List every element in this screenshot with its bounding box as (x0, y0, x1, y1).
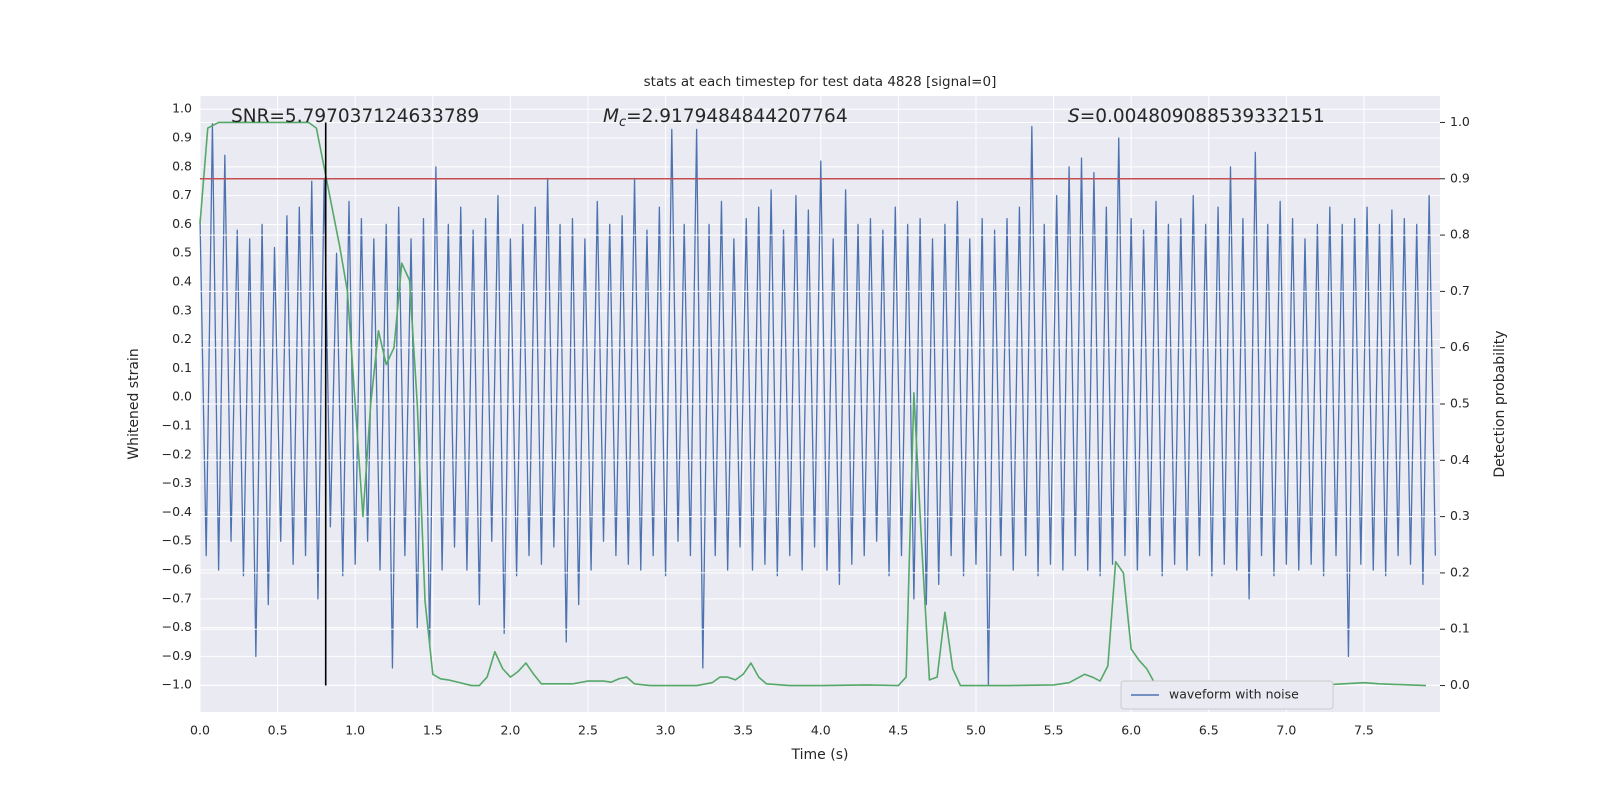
x-tick-label: 4.0 (811, 723, 831, 738)
y-tick-label: 1.0 (172, 101, 192, 116)
x-tick-label: 7.5 (1354, 723, 1374, 738)
y2-tick-label: 0.6 (1450, 339, 1470, 354)
y-tick-label: −0.5 (162, 533, 192, 548)
y-tick-label: −0.9 (162, 648, 192, 663)
y2-tick-label: 1.0 (1450, 114, 1470, 129)
annotation-subscript: c (619, 115, 626, 130)
y-tick-label: 0.5 (172, 245, 192, 260)
legend-box (1120, 680, 1334, 710)
y-tick-label: −0.7 (162, 590, 192, 605)
y-tick-label: −0.8 (162, 619, 192, 634)
x-tick-label: 5.5 (1044, 723, 1064, 738)
y2-tick-label: 0.8 (1450, 227, 1470, 242)
y2-tick-label: 0.0 (1450, 677, 1470, 692)
chart-title: stats at each timestep for test data 482… (644, 74, 997, 90)
annotation-text: =0.004809088539332151 (1080, 106, 1325, 127)
y2-tick-label: 0.3 (1450, 508, 1470, 523)
y-tick-label: −1.0 (162, 677, 192, 692)
y2-tick-label: 0.1 (1450, 621, 1470, 636)
annotation: SNR=5.797037124633789 (231, 106, 479, 127)
x-tick-label: 0.5 (268, 723, 288, 738)
x-tick-label: 6.0 (1121, 723, 1141, 738)
y-tick-label: −0.6 (162, 562, 192, 577)
x-tick-label: 3.5 (733, 723, 753, 738)
annotation: S=0.004809088539332151 (1068, 106, 1325, 127)
annotation-symbol: S (1068, 106, 1080, 127)
annotation-text: =2.9179484844207764 (626, 106, 847, 127)
y-tick-label: −0.1 (162, 418, 192, 433)
y-tick-label: 0.0 (172, 389, 192, 404)
x-tick-label: 2.5 (578, 723, 598, 738)
y2-tick-label: 0.7 (1450, 283, 1470, 298)
y-axis-label: Whitened strain (126, 348, 142, 459)
x-tick-label: 5.0 (966, 723, 986, 738)
x-tick-label: 3.0 (656, 723, 676, 738)
y-tick-label: 0.7 (172, 187, 192, 202)
y-tick-label: 0.1 (172, 360, 192, 375)
y2-tick-label: 0.9 (1450, 170, 1470, 185)
x-tick-label: 0.0 (190, 723, 210, 738)
annotation-text: SNR=5.797037124633789 (231, 106, 479, 127)
probability-line (199, 121, 1427, 687)
y2-tick-label: 0.5 (1450, 396, 1470, 411)
x-tick-label: 7.0 (1276, 723, 1296, 738)
annotation: Mc=2.9179484844207764 (603, 106, 848, 130)
y-tick-label: 0.6 (172, 216, 192, 231)
y2-tick-label: 0.2 (1450, 564, 1470, 579)
y-tick-label: 0.4 (172, 274, 192, 289)
y2-tick-label: 0.4 (1450, 452, 1470, 467)
y-tick-label: 0.9 (172, 130, 192, 145)
x-tick-label: 1.0 (345, 723, 365, 738)
y-tick-label: −0.3 (162, 475, 192, 490)
y-tick-label: 0.2 (172, 331, 192, 346)
y-tick-label: −0.2 (162, 446, 192, 461)
x-axis-label: Time (s) (791, 747, 849, 763)
x-tick-label: 6.5 (1199, 723, 1219, 738)
legend-label: waveform with noise (1169, 687, 1299, 702)
x-tick-label: 4.5 (888, 723, 908, 738)
y-tick-label: −0.4 (162, 504, 192, 519)
x-tick-label: 1.5 (423, 723, 443, 738)
y-tick-label: 0.8 (172, 158, 192, 173)
waveform-line (199, 123, 1436, 686)
annotation-symbol: M (603, 106, 619, 127)
x-tick-label: 2.0 (500, 723, 520, 738)
y2-axis-label: Detection probability (1492, 330, 1508, 477)
y-tick-label: 0.3 (172, 302, 192, 317)
